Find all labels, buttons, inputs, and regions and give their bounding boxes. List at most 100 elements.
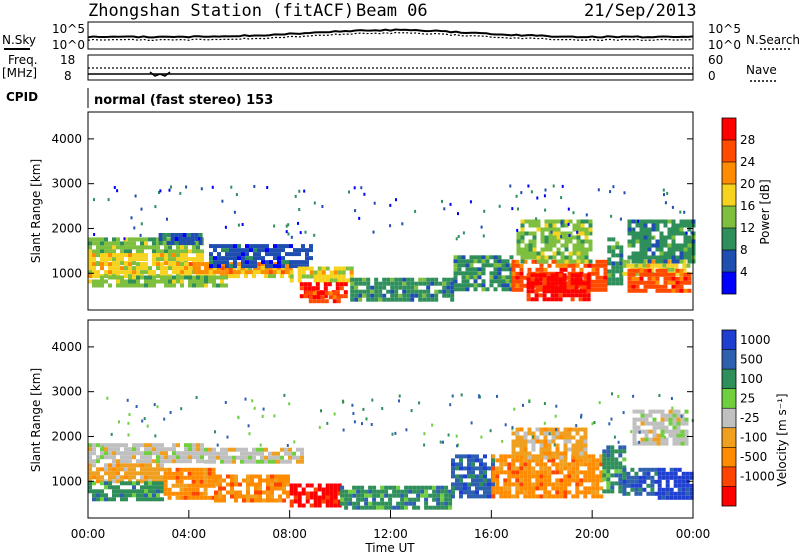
- velocity-cell: [234, 498, 238, 503]
- velocity-cell: [266, 490, 270, 495]
- velocity-cell: [571, 494, 576, 499]
- power-cell: [304, 291, 309, 296]
- velocity-cell: [436, 497, 441, 502]
- velocity-cell: [175, 479, 180, 484]
- velocity-cell: [559, 458, 564, 463]
- power-cell: [265, 244, 269, 249]
- velocity-cell: [571, 451, 576, 456]
- velocity-cell: [424, 501, 429, 506]
- power-cell: [343, 294, 348, 299]
- velocity-cell: [487, 482, 491, 487]
- velocity-cell: [297, 483, 302, 488]
- power-cell: [140, 270, 144, 275]
- power-cell: [679, 231, 684, 236]
- power-cell: [489, 263, 494, 268]
- power-cell: [511, 267, 516, 272]
- power-cell: [663, 288, 668, 293]
- velocity-cell: [432, 497, 437, 502]
- power-cell: [112, 266, 116, 271]
- power-cell: [446, 289, 451, 294]
- power-cell: [572, 251, 577, 256]
- velocity-cell: [160, 463, 164, 468]
- velocity-cell: [614, 481, 619, 486]
- power-cell: [182, 241, 187, 245]
- velocity-cell: [112, 489, 116, 494]
- power-cell: [542, 289, 547, 294]
- velocity-cell: [471, 494, 475, 499]
- colorbar-segment: [722, 369, 736, 389]
- velocity-cell: [685, 471, 690, 476]
- power-cell: [301, 264, 305, 269]
- power-cell: [607, 245, 612, 250]
- x-tick-label: 12:00: [373, 527, 408, 541]
- velocity-cell: [246, 494, 250, 499]
- power-cell: [556, 251, 561, 256]
- power-cell: [548, 243, 553, 248]
- velocity-cell: [491, 458, 495, 463]
- power-speckle: [179, 191, 182, 195]
- velocity-cell: [148, 481, 152, 486]
- velocity-cell: [100, 497, 104, 502]
- velocity-cell: [100, 451, 104, 456]
- velocity-cell: [218, 486, 222, 491]
- power-cell: [570, 289, 575, 294]
- power-cell: [663, 280, 668, 285]
- power-cell: [548, 219, 553, 224]
- power-cell: [264, 274, 268, 279]
- power-cell: [687, 280, 692, 285]
- power-cell: [217, 256, 221, 261]
- velocity-cell: [356, 493, 361, 498]
- velocity-cell: [652, 437, 657, 442]
- velocity-cell: [547, 447, 552, 452]
- velocity-cell: [293, 487, 298, 492]
- power-cell: [180, 266, 184, 271]
- power-cell: [196, 279, 200, 284]
- power-speckle: [674, 223, 677, 227]
- velocity-cell: [680, 441, 685, 446]
- velocity-cell: [104, 463, 108, 468]
- velocity-cell: [467, 474, 471, 479]
- velocity-cell: [183, 483, 188, 488]
- power-cell: [477, 283, 482, 288]
- velocity-cell: [116, 443, 120, 448]
- power-cell: [324, 291, 329, 296]
- velocity-cell: [515, 486, 520, 491]
- velocity-cell: [587, 490, 592, 495]
- power-cell: [228, 274, 232, 279]
- power-cell: [683, 247, 688, 252]
- velocity-cell: [132, 467, 136, 472]
- power-cell: [128, 283, 132, 288]
- power-cell: [526, 277, 531, 282]
- power-cell: [92, 249, 96, 254]
- velocity-cell: [300, 451, 304, 456]
- power-cell: [675, 227, 680, 232]
- power-cell: [164, 266, 168, 271]
- power-cell: [303, 282, 308, 287]
- velocity-cell: [132, 463, 136, 468]
- power-cell: [564, 259, 569, 264]
- power-cell: [516, 243, 521, 248]
- velocity-cell: [606, 449, 611, 454]
- power-cell: [312, 299, 317, 304]
- velocity-cell: [124, 447, 128, 452]
- velocity-cell: [587, 458, 592, 463]
- velocity-cell: [120, 481, 124, 486]
- power-cell: [104, 245, 108, 250]
- nsky-tick-bottom: 10^0: [52, 38, 85, 52]
- power-cell: [453, 279, 458, 284]
- velocity-cell: [260, 451, 264, 456]
- power-cell: [670, 263, 675, 268]
- velocity-cell: [668, 413, 673, 418]
- velocity-cell: [475, 474, 479, 479]
- power-cell: [390, 285, 395, 290]
- velocity-cell: [92, 481, 96, 486]
- velocity-cell: [606, 489, 611, 494]
- power-cell: [188, 279, 192, 284]
- velocity-cell: [436, 501, 441, 506]
- power-cell: [200, 283, 204, 288]
- velocity-cell: [380, 505, 385, 510]
- power-cell: [140, 241, 144, 246]
- power-speckle: [560, 220, 563, 224]
- power-cell: [493, 267, 498, 272]
- velocity-cell: [400, 501, 405, 506]
